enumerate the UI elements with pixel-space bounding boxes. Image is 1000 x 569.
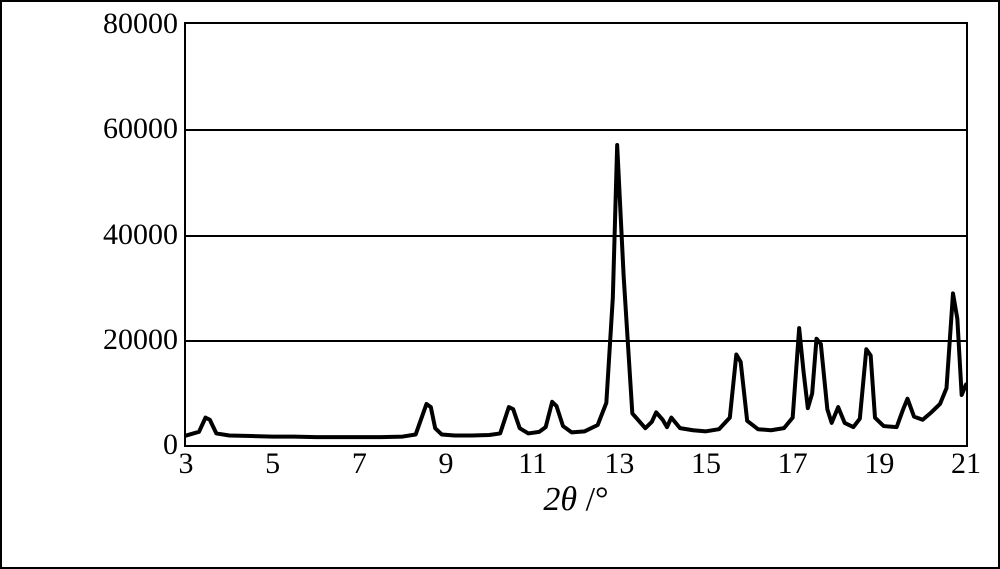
y-tick-label: 80000 xyxy=(103,7,186,41)
xlabel-unit: /° xyxy=(577,481,609,518)
y-tick-label: 40000 xyxy=(103,218,186,252)
y-tick-label: 20000 xyxy=(103,323,186,357)
gridline xyxy=(186,129,966,131)
x-tick-label: 17 xyxy=(778,445,808,481)
gridline xyxy=(186,340,966,342)
x-tick-label: 21 xyxy=(951,445,981,481)
x-tick-label: 5 xyxy=(265,445,280,481)
xlabel-theta: θ xyxy=(560,481,577,518)
x-tick-label: 11 xyxy=(518,445,547,481)
x-tick-label: 19 xyxy=(864,445,894,481)
x-tick-label: 15 xyxy=(691,445,721,481)
plot-area: 2θ /° 0200004000060000800003579111315171… xyxy=(184,22,968,447)
x-tick-label: 3 xyxy=(179,445,194,481)
x-axis-label: 2θ /° xyxy=(543,481,608,519)
xlabel-prefix: 2 xyxy=(543,481,560,518)
chart-card: 计数 2θ /° 0200004000060000800003579111315… xyxy=(0,0,1000,569)
x-tick-label: 13 xyxy=(604,445,634,481)
y-tick-label: 60000 xyxy=(103,112,186,146)
x-tick-label: 9 xyxy=(439,445,454,481)
plot-container: 计数 2θ /° 0200004000060000800003579111315… xyxy=(74,22,968,487)
x-tick-label: 7 xyxy=(352,445,367,481)
gridline xyxy=(186,235,966,237)
